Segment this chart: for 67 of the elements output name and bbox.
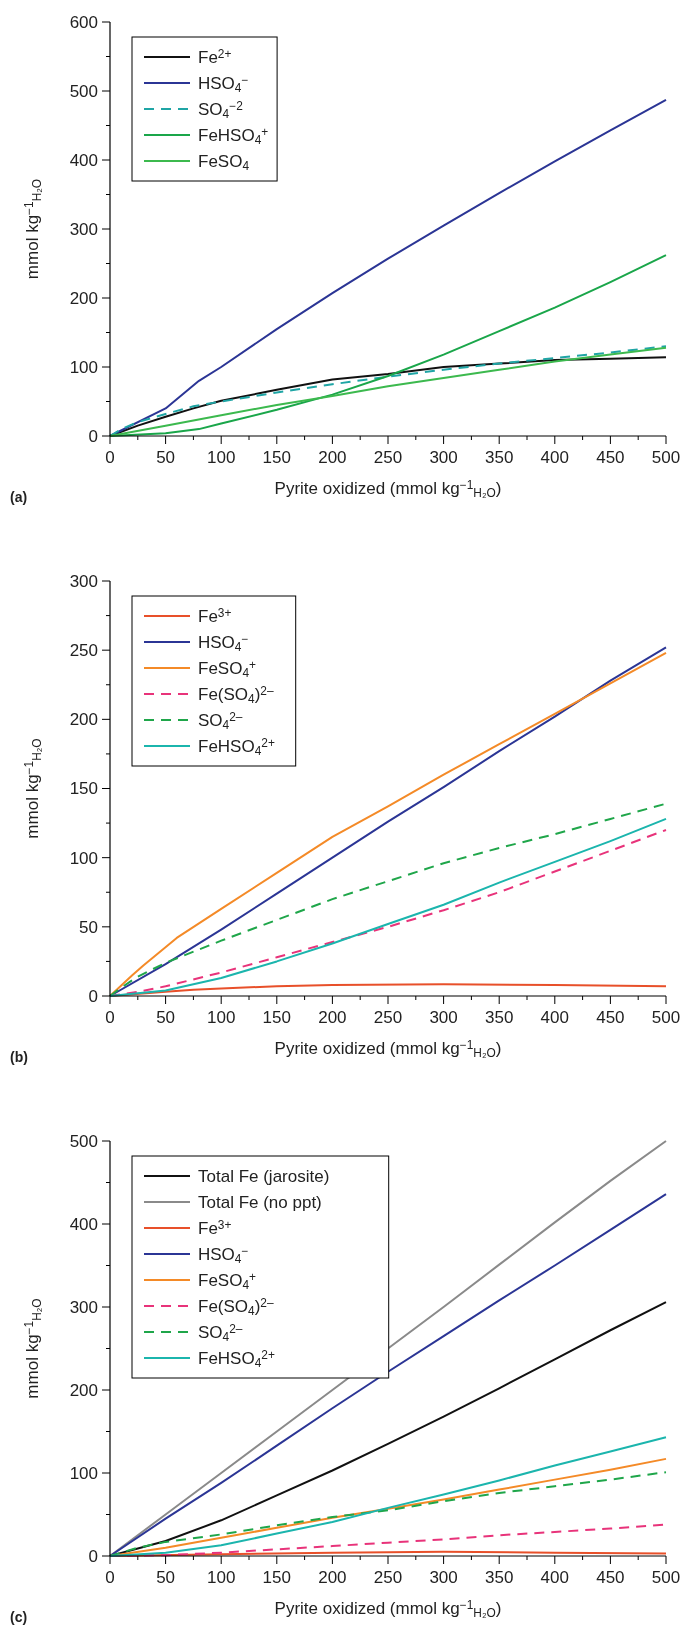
x-tick-label: 500 xyxy=(651,1008,681,1027)
legend-label: FeSO$_{4}$ xyxy=(198,151,250,173)
x-tick-label: 100 xyxy=(207,1568,236,1587)
x-tick-label: 250 xyxy=(373,1568,403,1587)
y-tick-label: 100 xyxy=(69,357,98,377)
x-tick-label: 150 xyxy=(262,448,291,467)
y-tick-label: 200 xyxy=(69,710,98,730)
x-tick-label: 500 xyxy=(651,1568,681,1587)
x-tick-label: 100 xyxy=(207,448,236,467)
x-tick-label: 350 xyxy=(485,1008,514,1027)
x-tick-label: 100 xyxy=(207,1008,236,1027)
x-tick-label: 200 xyxy=(318,448,347,467)
legend-label: Fe$^{3+}$ xyxy=(198,1218,232,1238)
x-tick-label: 450 xyxy=(596,1008,625,1027)
y-tick-label: 100 xyxy=(69,1463,98,1483)
y-tick-label: 0 xyxy=(88,1546,98,1566)
x-tick-label: 350 xyxy=(485,448,514,467)
x-tick-label: 450 xyxy=(596,448,625,467)
y-tick-label: 200 xyxy=(69,1380,98,1400)
legend-label: Fe(SO$_{4}$)$^{2–}$ xyxy=(198,1296,274,1318)
legend-label: Fe(SO$_{4}$)$^{2–}$ xyxy=(198,684,274,706)
y-tick-label: 500 xyxy=(69,1131,98,1151)
y-tick-label: 400 xyxy=(69,150,98,170)
x-axis-title: Pyrite oxidized (mmol kg$^{−1}$$_{H₂O}$) xyxy=(274,1598,502,1620)
y-tick-label: 250 xyxy=(69,641,98,661)
legend-label: Total Fe (jarosite) xyxy=(198,1166,330,1186)
y-tick-label: 150 xyxy=(69,779,98,799)
x-tick-label: 350 xyxy=(485,1568,514,1587)
y-tick-label: 600 xyxy=(69,12,98,32)
x-tick-label: 150 xyxy=(262,1008,291,1027)
x-tick-label: 300 xyxy=(429,1008,458,1027)
y-tick-label: 0 xyxy=(88,426,98,446)
legend-label: Fe$^{2+}$ xyxy=(198,47,232,67)
y-tick-label: 0 xyxy=(88,986,98,1006)
x-tick-label: 0 xyxy=(105,1568,115,1587)
x-tick-label: 300 xyxy=(429,1568,458,1587)
x-axis-title: Pyrite oxidized (mmol kg$^{−1}$$_{H₂O}$) xyxy=(274,1038,502,1060)
legend-label: Fe$^{3+}$ xyxy=(198,606,232,626)
legend-label: Total Fe (no ppt) xyxy=(198,1192,322,1212)
text: (b) xyxy=(10,1049,28,1065)
x-tick-label: 400 xyxy=(540,1568,569,1587)
x-tick-label: 300 xyxy=(429,448,458,467)
x-tick-label: 50 xyxy=(156,448,176,467)
x-tick-label: 200 xyxy=(318,1008,347,1027)
x-tick-label: 500 xyxy=(651,448,681,467)
y-tick-label: 300 xyxy=(69,219,98,239)
text: (c) xyxy=(10,1609,28,1625)
y-tick-label: 50 xyxy=(79,917,98,937)
y-tick-label: 300 xyxy=(69,1297,98,1317)
x-tick-label: 0 xyxy=(105,1008,115,1027)
y-tick-label: 300 xyxy=(69,571,98,591)
x-tick-label: 400 xyxy=(540,448,569,467)
x-tick-label: 400 xyxy=(540,1008,569,1027)
x-tick-label: 450 xyxy=(596,1568,625,1587)
y-tick-label: 200 xyxy=(69,288,98,308)
y-tick-label: 100 xyxy=(69,848,98,868)
x-tick-label: 200 xyxy=(318,1568,347,1587)
x-tick-label: 50 xyxy=(156,1008,176,1027)
x-tick-label: 250 xyxy=(373,448,403,467)
x-axis-title: Pyrite oxidized (mmol kg$^{−1}$$_{H₂O}$) xyxy=(274,478,502,500)
y-tick-label: 500 xyxy=(69,81,98,101)
y-tick-label: 400 xyxy=(69,1214,98,1234)
x-tick-label: 150 xyxy=(262,1568,291,1587)
x-tick-label: 50 xyxy=(156,1568,176,1587)
x-tick-label: 250 xyxy=(373,1008,403,1027)
x-tick-label: 0 xyxy=(105,448,115,467)
text: (a) xyxy=(10,489,28,505)
